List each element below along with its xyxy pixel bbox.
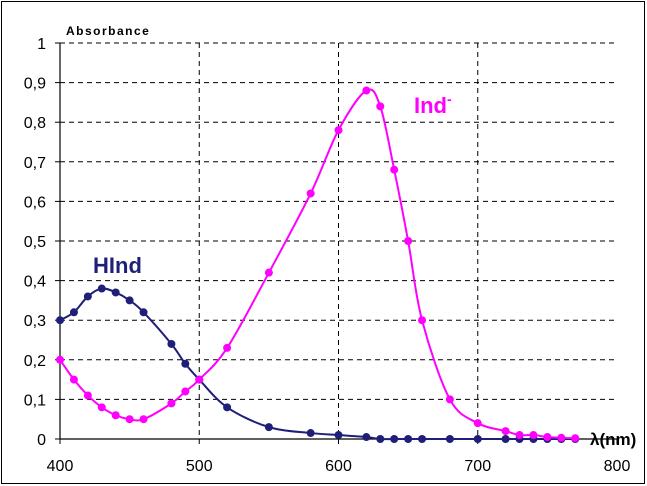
data-point-ind (404, 237, 413, 245)
data-point-hind (404, 435, 413, 443)
data-point-hind (83, 292, 92, 301)
data-point-ind (83, 391, 92, 400)
data-point-ind (181, 387, 190, 396)
data-point-ind (473, 419, 482, 428)
data-point-hind (111, 288, 120, 297)
data-point-ind (571, 434, 580, 443)
data-point-ind (125, 415, 134, 424)
data-point-hind (167, 339, 176, 348)
data-point-hind (418, 435, 427, 443)
data-point-ind (376, 102, 385, 111)
y-tick-label: 0,5 (24, 234, 46, 251)
y-tick-label: 0,8 (24, 115, 46, 132)
data-point-hind (223, 403, 232, 412)
x-tick-label: 500 (186, 458, 213, 475)
x-tick-label: 400 (47, 458, 74, 475)
data-point-hind (181, 359, 190, 368)
data-point-ind (334, 126, 343, 135)
data-point-hind (445, 435, 454, 443)
series-line-hind (59, 287, 576, 441)
data-point-ind (139, 415, 148, 424)
data-point-hind (473, 435, 482, 443)
data-point-hind (390, 435, 399, 443)
data-point-ind (223, 343, 232, 352)
data-point-hind (362, 433, 371, 442)
axes (55, 42, 618, 444)
data-point-ind (306, 189, 315, 198)
y-tick-label: 0,7 (24, 155, 46, 172)
data-point-ind (445, 395, 454, 404)
data-point-ind (501, 427, 510, 436)
data-point-ind (195, 375, 204, 384)
x-axis-label: λ(nm) (590, 430, 636, 449)
data-point-hind (139, 308, 148, 317)
y-tick-label: 0,4 (24, 274, 46, 291)
y-tick-label: 1 (37, 36, 46, 53)
series-points (56, 86, 580, 443)
tick-labels: 0 0,1 0,2 0,3 0,4 0,5 0,6 0,7 0,8 0,9 1 400 500 600 70… (24, 36, 631, 475)
data-point-ind (56, 355, 64, 364)
grid-lines (60, 42, 617, 439)
series-label-ind-main: Ind (414, 93, 447, 118)
x-tick-label: 800 (604, 458, 631, 475)
y-axis-label: Absorbance (66, 24, 150, 38)
data-point-ind (557, 433, 566, 442)
y-tick-label: 0,3 (24, 313, 46, 330)
data-point-hind (334, 431, 343, 440)
data-point-hind (56, 316, 64, 325)
y-tick-label: 0 (37, 432, 46, 449)
y-tick-label: 0,1 (24, 392, 46, 409)
data-point-ind (390, 165, 399, 174)
data-point-hind (69, 308, 78, 317)
data-point-ind (515, 431, 524, 440)
data-point-ind (111, 411, 120, 420)
data-point-ind (529, 431, 538, 440)
y-tick-label: 0,6 (24, 194, 46, 211)
data-point-hind (97, 284, 106, 293)
x-tick-label: 700 (464, 458, 491, 475)
data-point-hind (125, 296, 134, 305)
data-point-ind (97, 403, 106, 412)
data-point-hind (376, 435, 385, 443)
data-point-ind (418, 316, 427, 325)
data-point-ind (69, 375, 78, 384)
series-label-ind: Ind- (414, 91, 452, 118)
x-tick-label: 600 (325, 458, 352, 475)
data-point-hind (264, 423, 273, 432)
data-point-ind (264, 268, 273, 277)
data-point-hind (306, 429, 315, 438)
data-point-ind (543, 433, 552, 442)
data-point-ind (362, 86, 371, 95)
y-tick-label: 0,9 (24, 76, 46, 93)
series-label-ind-sup: - (447, 91, 452, 107)
series-label-hind: HInd (93, 253, 142, 278)
data-point-hind (501, 435, 510, 443)
y-tick-label: 0,2 (24, 353, 46, 370)
data-point-ind (167, 399, 176, 408)
